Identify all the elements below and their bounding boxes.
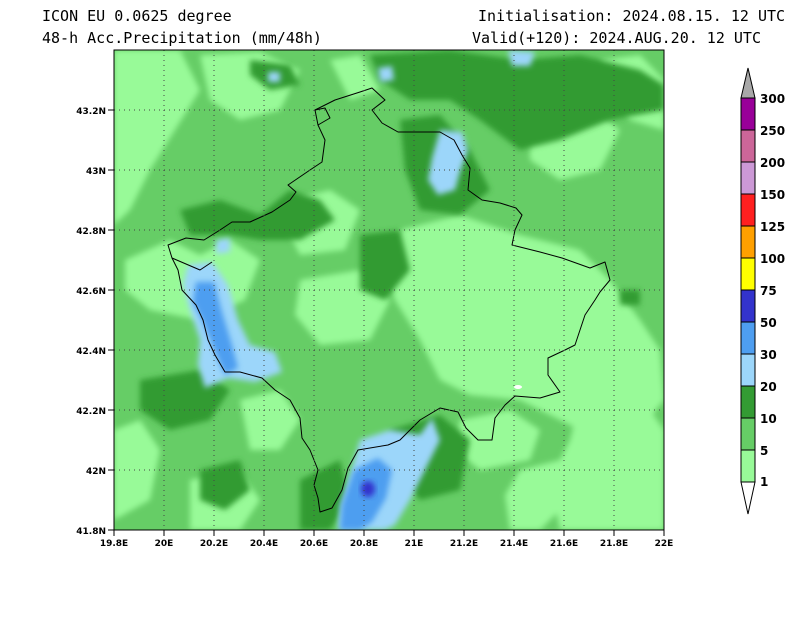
colorbar-label: 250 [760, 124, 785, 138]
field-title: 48-h Acc.Precipitation (mm/48h) [42, 29, 322, 47]
colorbar-label: 75 [760, 284, 777, 298]
x-tick-label: 21.8E [600, 539, 628, 549]
x-tick-label: 20.4E [250, 539, 278, 549]
y-tick-label: 43N [86, 167, 106, 177]
max-precip-core [361, 481, 375, 497]
valid-time: Valid(+120): 2024.AUG.20. 12 UTC [472, 29, 761, 47]
x-tick-label: 19.8E [100, 539, 128, 549]
colorbar-label: 125 [760, 220, 785, 234]
colorbar-high-arrow [740, 67, 756, 99]
colorbar-label: 30 [760, 348, 777, 362]
colorbar-label: 1 [760, 475, 768, 489]
colorbar-label: 20 [760, 380, 777, 394]
init-time: Initialisation: 2024.08.15. 12 UTC [478, 7, 786, 25]
colorbar-label: 5 [760, 444, 768, 458]
colorbar-label: 300 [760, 92, 785, 106]
y-tick-label: 42.8N [76, 227, 106, 237]
y-tick-label: 42.6N [76, 287, 106, 297]
grid-lines [114, 50, 664, 530]
y-tick-label: 42.4N [76, 347, 106, 357]
tick-marks [108, 109, 665, 536]
x-tick-label: 20.6E [300, 539, 328, 549]
x-tick-label: 21.4E [500, 539, 528, 549]
colorbar-label: 50 [760, 316, 777, 330]
x-tick-label: 21E [405, 539, 424, 549]
x-tick-label: 21.2E [450, 539, 478, 549]
x-tick-label: 20E [155, 539, 174, 549]
colorbar-label: 10 [760, 412, 777, 426]
colorbar-low-arrow [740, 481, 756, 515]
x-tick-label: 20.2E [200, 539, 228, 549]
x-tick-label: 22E [655, 539, 674, 549]
colorbar [740, 67, 756, 515]
x-tick-label: 20.8E [350, 539, 378, 549]
y-tick-label: 42N [86, 467, 106, 477]
model-title: ICON EU 0.0625 degree [42, 7, 232, 25]
y-tick-label: 42.2N [76, 407, 106, 417]
colorbar-label: 150 [760, 188, 785, 202]
y-tick-label: 43.2N [76, 107, 106, 117]
x-tick-label: 21.6E [550, 539, 578, 549]
y-tick-label: 41.8N [76, 527, 106, 537]
colorbar-label: 200 [760, 156, 785, 170]
colorbar-label: 100 [760, 252, 785, 266]
